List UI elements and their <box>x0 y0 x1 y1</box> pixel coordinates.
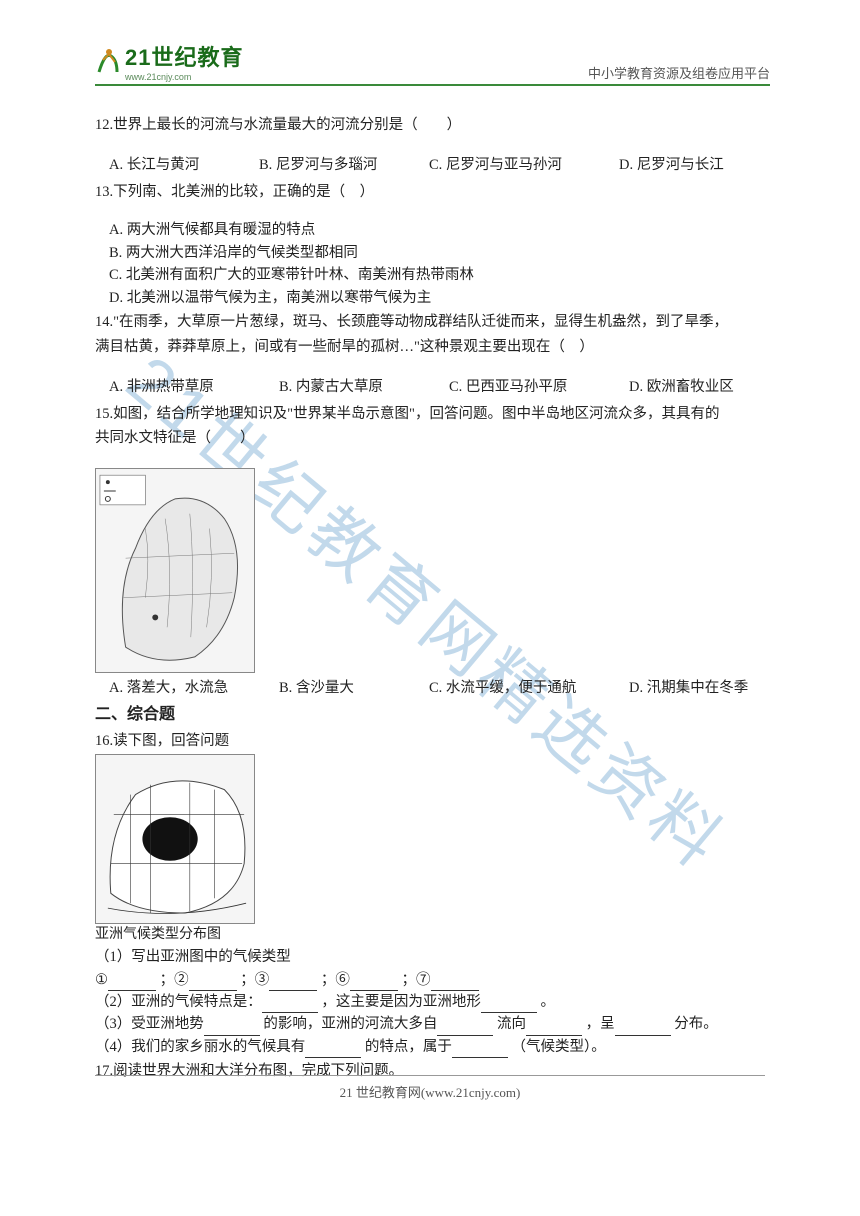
q13-stem: 13.下列南、北美洲的比较，正确的是（ ） <box>95 181 770 203</box>
q16-stem: 16.读下图，回答问题 <box>95 730 770 752</box>
q15-options: A. 落差大，水流急 B. 含沙量大 C. 水流平缓，便于通航 D. 汛期集中在… <box>109 677 770 699</box>
q15-opt-d[interactable]: D. 汛期集中在冬季 <box>629 677 769 699</box>
q13-opt-b[interactable]: B. 两大洲大西洋沿岸的气候类型都相同 <box>109 242 770 264</box>
blank[interactable] <box>305 1042 361 1058</box>
blank[interactable] <box>262 997 318 1013</box>
q16-l1-p2: ；③ <box>240 972 269 988</box>
q16-image <box>95 754 255 924</box>
page: 21世纪教育 www.21cnjy.com 中小学教育资源及组卷应用平台 12.… <box>0 0 860 1133</box>
q14-opt-c[interactable]: C. 巴西亚马孙平原 <box>449 376 629 398</box>
blank[interactable] <box>437 1020 493 1036</box>
q12-stem: 12.世界上最长的河流与水流量最大的河流分别是（ ） <box>95 114 770 136</box>
logo: 21世纪教育 www.21cnjy.com <box>95 40 243 82</box>
q16-l4-b: 的特点，属于 <box>365 1039 452 1055</box>
q14-stem-b: 满目枯黄，莽莽草原上，间或有一些耐旱的孤树…"这种景观主要出现在（ ） <box>95 336 770 358</box>
q16-l1-p3: ；⑥ <box>321 972 350 988</box>
q12-opt-b[interactable]: B. 尼罗河与多瑙河 <box>259 154 429 176</box>
footer-link[interactable]: www.21cnjy.com <box>425 1085 516 1100</box>
q12-opt-a[interactable]: A. 长江与黄河 <box>109 154 259 176</box>
q16-l2-b: ，这主要是因为亚洲地形 <box>321 994 481 1010</box>
blank[interactable] <box>269 975 317 991</box>
q16-line3: （3）受亚洲地势 的影响，亚洲的河流大多自 流向 ，呈 分布。 <box>95 1013 770 1035</box>
blank[interactable] <box>350 975 398 991</box>
q13-opt-a[interactable]: A. 两大洲气候都具有暖湿的特点 <box>109 219 770 241</box>
q12-options: A. 长江与黄河 B. 尼罗河与多瑙河 C. 尼罗河与亚马孙河 D. 尼罗河与长… <box>109 154 770 176</box>
q16-l3-e: 分布。 <box>674 1016 718 1032</box>
q13-opt-c[interactable]: C. 北美洲有面积广大的亚寒带针叶林、南美洲有热带雨林 <box>109 264 770 286</box>
logo-title: 21世纪教育 <box>125 40 243 72</box>
q16-l3-c: 流向 <box>497 1016 526 1032</box>
q16-l4-a: （4）我们的家乡丽水的气候具有 <box>95 1039 305 1055</box>
q15-opt-c[interactable]: C. 水流平缓，便于通航 <box>429 677 629 699</box>
q14-stem-a: 14."在雨季，大草原一片葱绿，斑马、长颈鹿等动物成群结队迁徙而来，显得生机盎然… <box>95 311 770 333</box>
footer-text-a: 21 世纪教育网( <box>340 1085 426 1100</box>
q14-opt-d[interactable]: D. 欧洲畜牧业区 <box>629 376 759 398</box>
q14-opt-b[interactable]: B. 内蒙古大草原 <box>279 376 449 398</box>
q15-stem-b: 共同水文特征是（ ） <box>95 427 770 449</box>
section-2-title: 二、综合题 <box>95 703 770 728</box>
q16-l3-b: 的影响，亚洲的河流大多自 <box>263 1016 437 1032</box>
blank[interactable] <box>108 975 156 991</box>
header-right-text: 中小学教育资源及组卷应用平台 <box>588 63 770 82</box>
q16-line1a: （1）写出亚洲图中的气候类型 <box>95 946 770 968</box>
q15-opt-a[interactable]: A. 落差大，水流急 <box>109 677 279 699</box>
blank[interactable] <box>481 997 537 1013</box>
logo-text-wrap: 21世纪教育 www.21cnjy.com <box>125 40 243 82</box>
q16-line2: （2）亚洲的气候特点是： ，这主要是因为亚洲地形 。 <box>95 991 770 1013</box>
q16-line4: （4）我们的家乡丽水的气候具有 的特点，属于 （气候类型）。 <box>95 1036 770 1058</box>
q12-opt-c[interactable]: C. 尼罗河与亚马孙河 <box>429 154 619 176</box>
q16-l2-a: （2）亚洲的气候特点是： <box>95 994 262 1010</box>
q16-line1b: ① ；② ；③ ；⑥ ；⑦ <box>95 969 770 991</box>
q13-opt-d[interactable]: D. 北美洲以温带气候为主，南美洲以寒带气候为主 <box>109 287 770 309</box>
q15-stem-a: 15.如图，结合所学地理知识及"世界某半岛示意图"，回答问题。图中半岛地区河流众… <box>95 403 770 425</box>
blank[interactable] <box>189 975 237 991</box>
blank[interactable] <box>615 1020 671 1036</box>
page-header: 21世纪教育 www.21cnjy.com 中小学教育资源及组卷应用平台 <box>95 40 770 86</box>
q16-l3-a: （3）受亚洲地势 <box>95 1016 204 1032</box>
q16-l4-c: （气候类型）。 <box>512 1039 606 1055</box>
q14-options: A. 非洲热带草原 B. 内蒙古大草原 C. 巴西亚马孙平原 D. 欧洲畜牧业区 <box>109 376 770 398</box>
logo-url: www.21cnjy.com <box>125 72 243 82</box>
page-footer: 21 世纪教育网(www.21cnjy.com) <box>95 1075 765 1101</box>
q16-l1-p4: ；⑦ <box>402 972 431 988</box>
q13-options: A. 两大洲气候都具有暖湿的特点 B. 两大洲大西洋沿岸的气候类型都相同 C. … <box>109 219 770 309</box>
q14-opt-a[interactable]: A. 非洲热带草原 <box>109 376 279 398</box>
q12-opt-d[interactable]: D. 尼罗河与长江 <box>619 154 759 176</box>
blank[interactable] <box>452 1042 508 1058</box>
q15-image <box>95 468 255 673</box>
logo-icon <box>95 46 121 76</box>
blank[interactable] <box>431 975 479 991</box>
content: 12.世界上最长的河流与水流量最大的河流分别是（ ） A. 长江与黄河 B. 尼… <box>95 114 770 1083</box>
q16-l3-d: ，呈 <box>586 1016 615 1032</box>
q16-l1-p1: ；② <box>160 972 189 988</box>
q15-opt-b[interactable]: B. 含沙量大 <box>279 677 429 699</box>
q16-l2-c: 。 <box>541 994 556 1010</box>
footer-text-c: ) <box>516 1085 520 1100</box>
q16-caption: 亚洲气候类型分布图 <box>95 924 770 946</box>
q16-l1-p0: ① <box>95 972 108 988</box>
blank[interactable] <box>526 1020 582 1036</box>
blank[interactable] <box>204 1020 260 1036</box>
